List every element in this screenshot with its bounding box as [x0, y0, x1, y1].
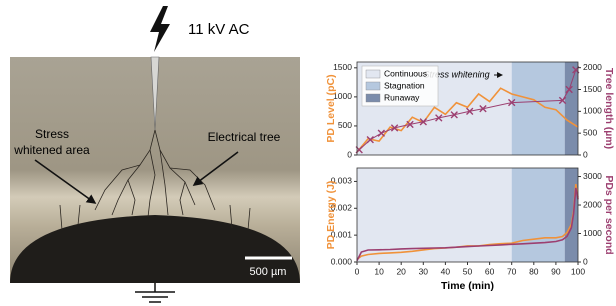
figure: 11 kV AC Stress whitened area Electrical… — [0, 0, 616, 306]
x-tick-label: 20 — [396, 266, 406, 276]
legend-label: Runaway — [384, 92, 420, 102]
y2-tick-label: 2000 — [583, 199, 602, 209]
x-axis-label: Time (min) — [441, 280, 494, 292]
y-tick-label: 0.000 — [331, 256, 353, 266]
y2-axis-label: Tree length (µm) — [603, 68, 615, 149]
legend-swatch — [366, 94, 380, 102]
legend-label: Stagnation — [384, 80, 425, 90]
lightning-icon — [150, 6, 170, 52]
x-tick-label: 90 — [551, 266, 561, 276]
y-tick-label: 0 — [347, 149, 352, 159]
y2-tick-label: 1000 — [583, 228, 602, 238]
x-tick-label: 70 — [507, 266, 517, 276]
tree-label: Electrical tree — [208, 130, 281, 144]
x-tick-label: 50 — [463, 266, 473, 276]
stress-label: whitened area — [13, 143, 90, 157]
legend-swatch — [366, 82, 380, 90]
y2-tick-label: 2000 — [583, 62, 602, 72]
x-tick-label: 100 — [571, 266, 585, 276]
region — [565, 62, 578, 155]
photo: 11 kV AC Stress whitened area Electrical… — [10, 6, 300, 302]
region — [565, 168, 578, 262]
region — [512, 168, 565, 262]
scale-label: 500 µm — [250, 266, 287, 278]
x-tick-label: 10 — [374, 266, 384, 276]
y2-tick-label: 3000 — [583, 171, 602, 181]
ground-symbol — [135, 283, 175, 302]
y-tick-label: 1500 — [333, 62, 352, 72]
y2-tick-label: 500 — [583, 127, 597, 137]
page: {"image": {"voltage_label": "11 kV AC", … — [0, 0, 616, 306]
legend-swatch — [366, 70, 380, 78]
stress-label: Stress — [35, 127, 69, 141]
y-axis-label: PD Level (pC) — [325, 74, 337, 142]
x-tick-label: 0 — [355, 266, 360, 276]
x-tick-label: 30 — [419, 266, 429, 276]
y2-axis-label: PDs per second — [603, 175, 615, 254]
voltage-label: 11 kV AC — [188, 21, 250, 38]
region — [512, 62, 565, 155]
y2-tick-label: 1000 — [583, 106, 602, 116]
legend-label: Continuous — [384, 68, 427, 78]
y-tick-label: 500 — [338, 120, 352, 130]
y2-tick-label: 1500 — [583, 84, 602, 94]
y2-tick-label: 0 — [583, 256, 588, 266]
x-tick-label: 60 — [485, 266, 495, 276]
x-tick-label: 40 — [441, 266, 451, 276]
y-axis-label: PD Energy (J) — [325, 181, 337, 250]
x-tick-label: 80 — [529, 266, 539, 276]
y2-tick-label: 0 — [583, 149, 588, 159]
